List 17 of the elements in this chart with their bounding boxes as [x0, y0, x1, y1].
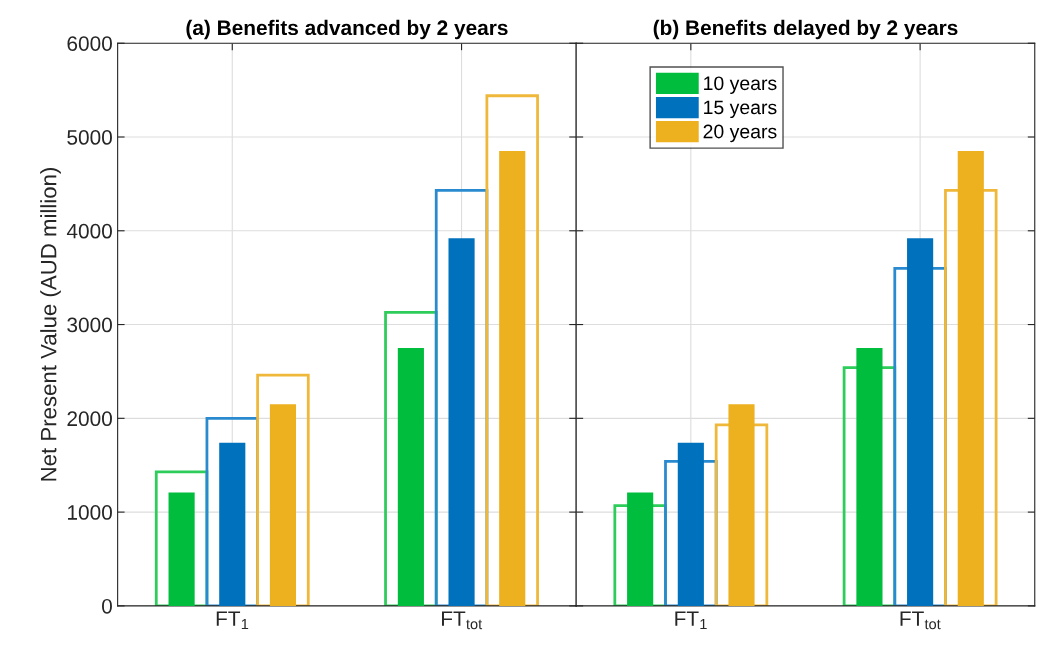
y-tick-label: 1000 — [68, 505, 112, 520]
legend-label: 15 years — [704, 100, 777, 119]
x-tick-label: FT$_{1}$ — [216, 611, 249, 630]
y-tick-label: 4000 — [66, 223, 112, 239]
chart-title: (a) Benefits advanced by 2 years — [186, 19, 508, 40]
x-tick-label: FT$_{1}$ — [675, 611, 707, 630]
y-axis-title: Net Present Value (AUD million) — [40, 168, 61, 481]
chart-title: (b) Benefits delayed by 2 years — [653, 19, 958, 40]
legend-label: 10 years — [704, 76, 777, 94]
y-tick-label: 2000 — [67, 411, 112, 427]
y-tick-label: 5000 — [67, 130, 112, 145]
y-tick-label: 0 — [102, 598, 112, 614]
legend-label: 20 years — [703, 124, 777, 143]
x-tick-label: FT$_{tot}$ — [900, 611, 941, 630]
x-tick-label: FT$_{tot}$ — [442, 611, 483, 630]
y-tick-label: 3000 — [67, 317, 112, 333]
y-tick-label: 6000 — [67, 36, 112, 51]
